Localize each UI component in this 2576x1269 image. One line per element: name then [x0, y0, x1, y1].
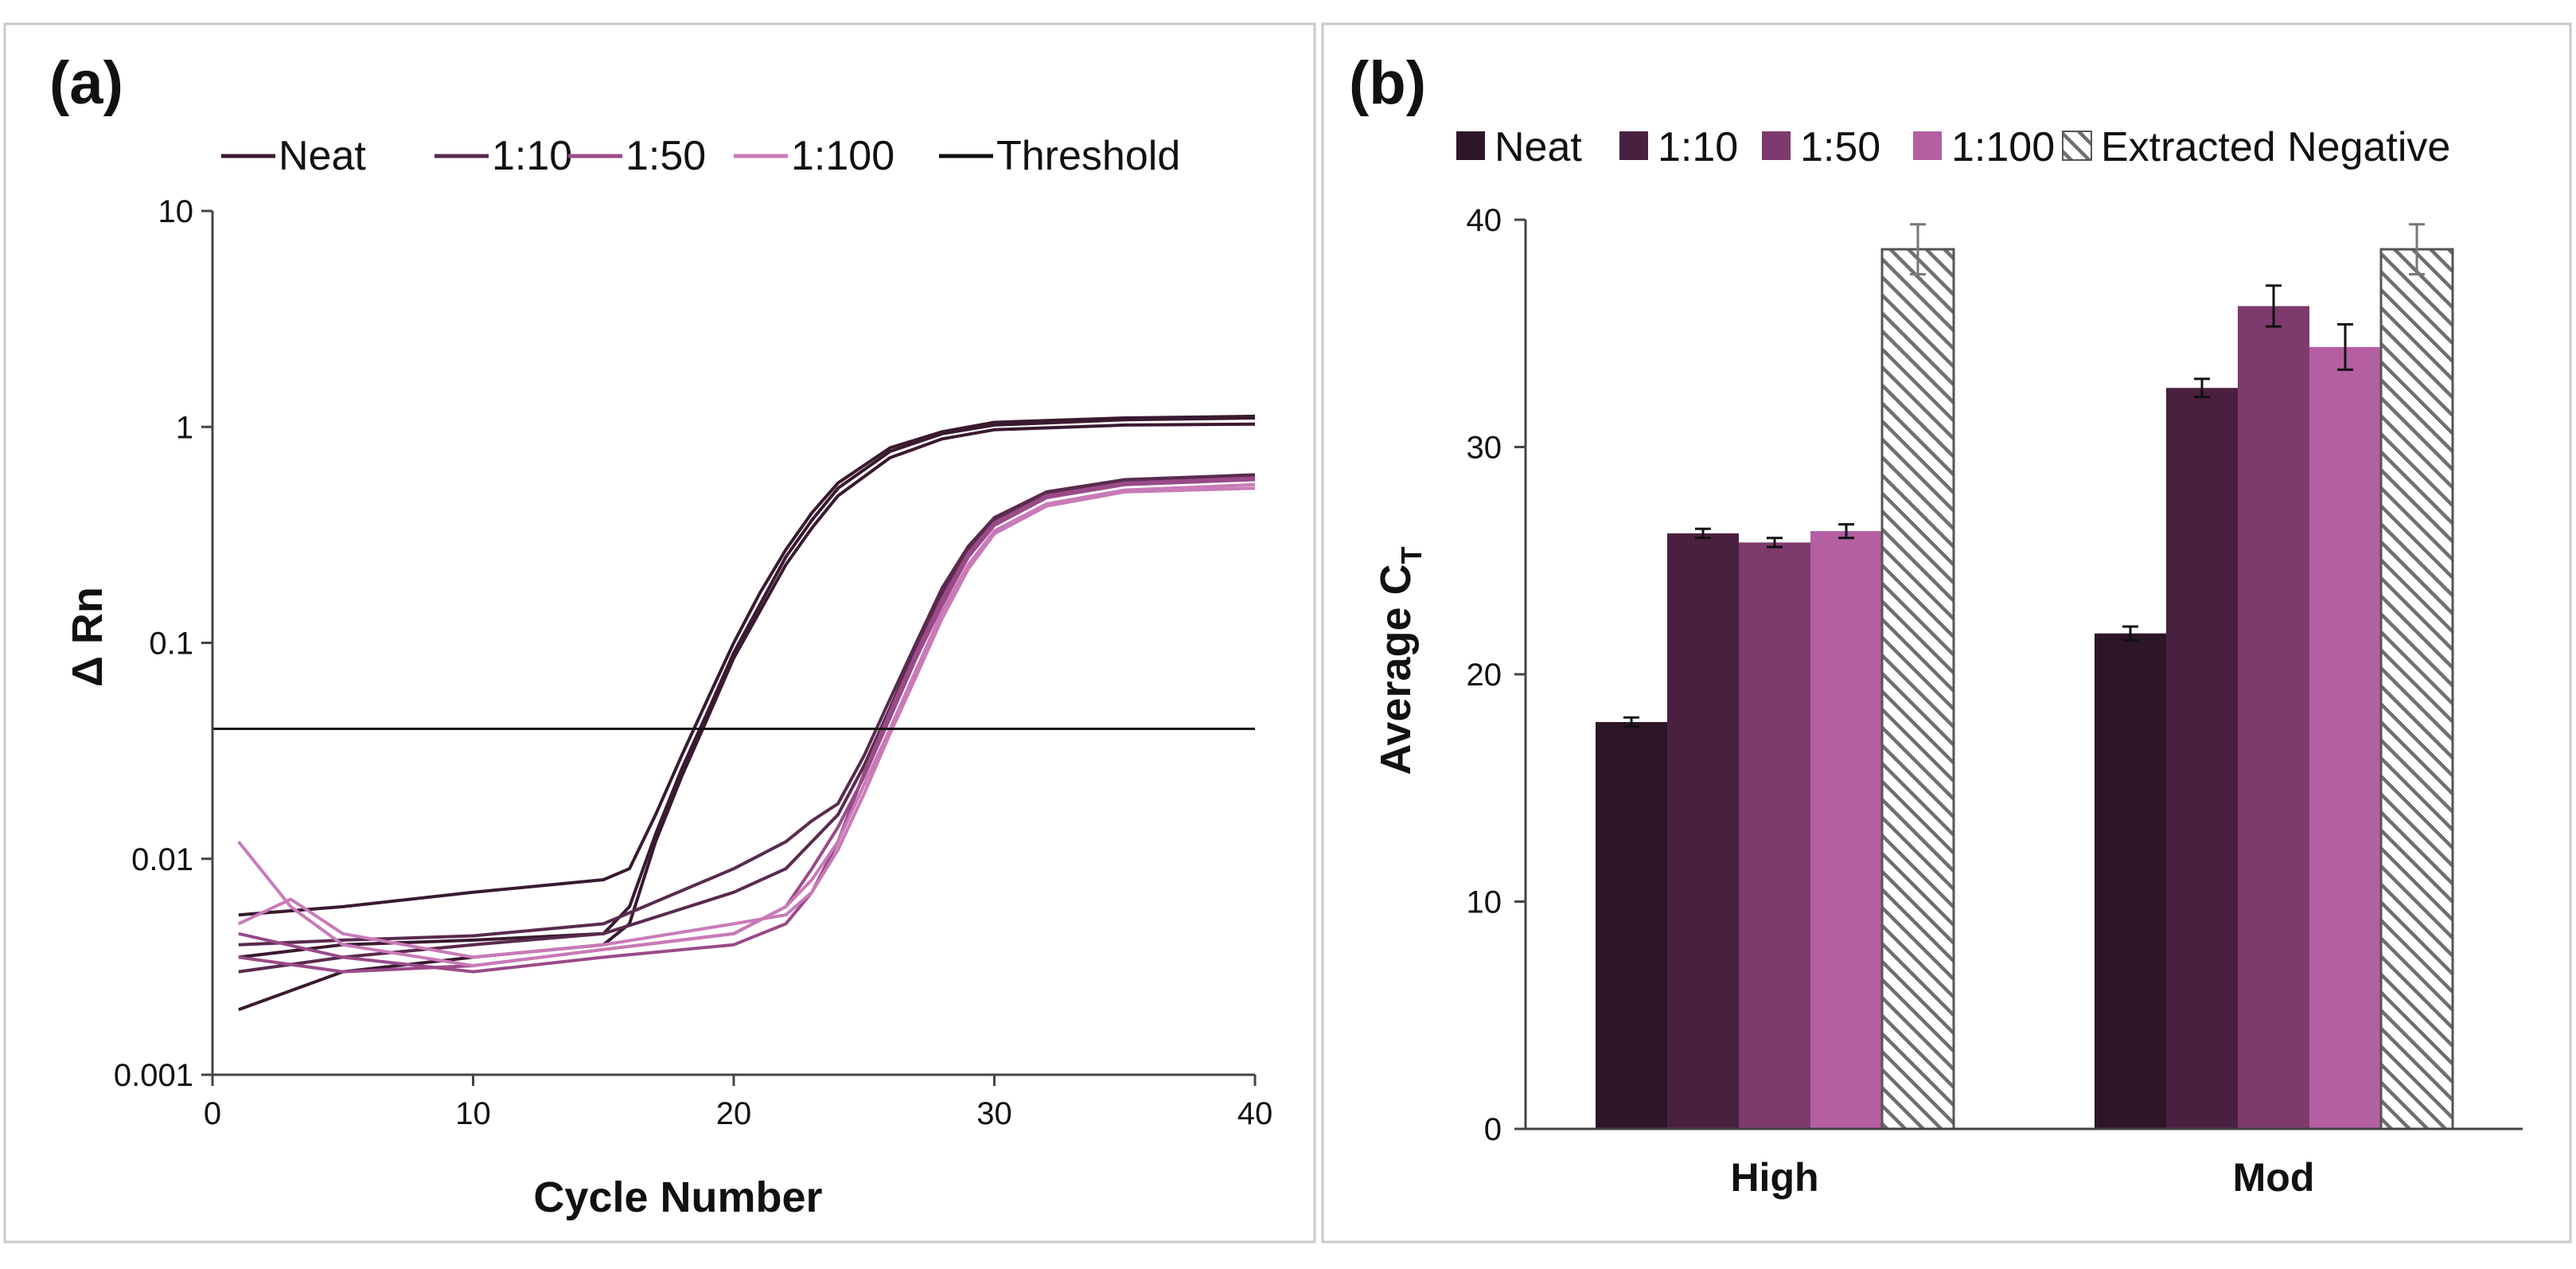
category-label-high: High: [1730, 1155, 1818, 1200]
y-tick-label: 0: [1484, 1112, 1502, 1147]
y-tick-label: 20: [1467, 658, 1502, 693]
series-line-1-50: [238, 476, 1256, 974]
legend-swatch: [1619, 131, 1648, 160]
panel-b: (b) Neat 1:10 1:50 1:100 Extracted Negative …: [1349, 49, 2523, 1200]
category-label-mod: Mod: [2233, 1155, 2315, 1200]
x-tick-label: 20: [716, 1096, 752, 1131]
panel-b-frame: [1321, 22, 2572, 1244]
legend-label: 1:10: [492, 133, 572, 179]
bar-high-1-50: [1739, 542, 1810, 1129]
legend-label: Extracted Negative: [2101, 124, 2450, 170]
legend-label: 1:50: [1800, 124, 1880, 170]
y-tick-label: 10: [1467, 885, 1502, 920]
bar-mod-1-100: [2309, 346, 2381, 1129]
panel-b-y-axis-title: Average CT: [1372, 546, 1428, 775]
y-tick-label: 0.01: [131, 842, 193, 877]
bar-mod-1-10: [2166, 388, 2238, 1129]
bar-mod-extracted-negative: [2379, 248, 2454, 1130]
y-tick-label: 0.1: [149, 627, 193, 662]
legend-swatch: [1456, 131, 1485, 160]
legend-label: 1:100: [791, 133, 894, 179]
panel-a-y-axis-title: Δ Rn: [64, 587, 111, 687]
panel-b-bars: High Mod: [1596, 223, 2454, 1200]
series-line-1-50: [238, 478, 1256, 974]
x-tick-label: 10: [455, 1096, 491, 1131]
legend-label: Neat: [279, 133, 366, 179]
legend-swatch: [1762, 131, 1791, 160]
panel-a: (a) Neat 1:10 1:50 1:100 Threshold 0.001 0.01…: [49, 49, 1272, 1221]
panel-b-label: (b): [1349, 49, 1426, 117]
series-line-Neat: [238, 414, 1256, 917]
y-tick-label: 10: [158, 194, 194, 229]
y-tick-label: 30: [1467, 431, 1502, 466]
legend-label: Threshold: [996, 133, 1180, 179]
bar-high-1-10: [1667, 533, 1739, 1129]
x-tick-label: 40: [1237, 1096, 1273, 1131]
legend-swatch: [2062, 131, 2092, 161]
series-line-1-100: [237, 482, 1256, 967]
bar-mod-1-50: [2238, 306, 2309, 1129]
panel-a-series: [237, 414, 1256, 1012]
series-line-1-10: [238, 474, 1256, 974]
series-line-Neat: [238, 416, 1256, 959]
x-tick-label: 30: [976, 1096, 1012, 1131]
y-tick-label: 1: [176, 410, 193, 445]
panel-b-legend: Neat 1:10 1:50 1:100 Extracted Negative: [1456, 124, 2450, 170]
panel-a-legend: Neat 1:10 1:50 1:100 Threshold: [221, 133, 1180, 179]
legend-label: 1:50: [625, 133, 706, 179]
y-tick-label: 40: [1467, 203, 1502, 238]
y-axis-subscript: T: [1395, 546, 1428, 564]
panel-a-x-axis-title: Cycle Number: [533, 1173, 822, 1221]
y-tick-label: 0.001: [114, 1058, 193, 1093]
panel-a-label: (a): [49, 49, 123, 117]
series-line-1-10: [238, 473, 1256, 947]
bar-high-extracted-negative: [1880, 248, 1955, 1130]
bar-high-1-100: [1810, 531, 1882, 1129]
bar-mod-neat: [2095, 633, 2166, 1129]
panel-a-frame: [3, 22, 1316, 1244]
x-tick-label: 0: [204, 1096, 221, 1131]
legend-swatch: [1913, 131, 1942, 160]
legend-label: 1:10: [1658, 124, 1738, 170]
series-line-1-100: [237, 486, 1256, 959]
bar-high-neat: [1596, 721, 1667, 1129]
legend-label: 1:100: [1951, 124, 2055, 170]
legend-label: Neat: [1495, 124, 1582, 170]
